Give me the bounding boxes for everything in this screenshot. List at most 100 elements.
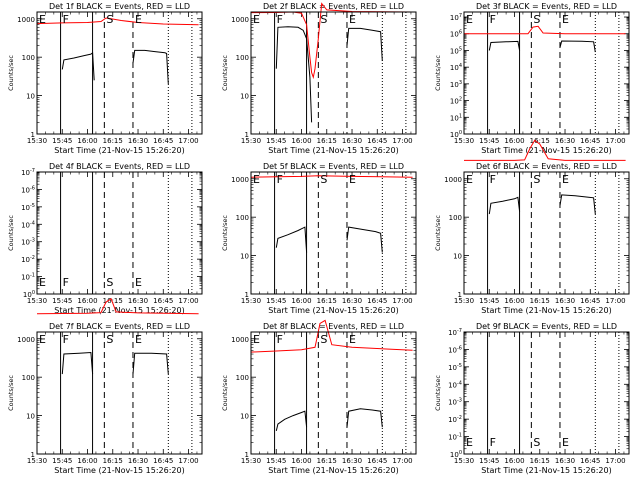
series-events [559,40,596,53]
marker-label: S [106,276,113,289]
x-tick-label: 17:00 [605,297,625,305]
x-tick-label: 15:30 [241,457,261,465]
series-events [488,40,521,51]
y-tick-label: 1000 [444,176,462,184]
y-tick-label: 1 [245,451,249,459]
x-tick-label: 16:15 [103,297,123,305]
y-tick-label: 100 [449,214,462,222]
x-axis-label: Start Time (21-Nov-15 15:26:20) [268,146,398,155]
panel-4: Det 4f BLACK = Events, RED = LLD Counts/s… [7,162,203,315]
x-tick-label: 15:30 [454,457,474,465]
x-tick-label: 17:00 [392,137,412,145]
x-tick-label: 16:30 [555,137,575,145]
y-tick-label: 1000 [231,336,249,344]
marker-label: E [562,436,569,449]
series-events [346,226,383,253]
x-axis-label: Start Time (21-Nov-15 15:26:20) [54,466,184,475]
y-tick-label: 100 [236,54,249,62]
y-tick-label: 10-5 [448,363,462,372]
marker-label: F [277,13,283,26]
x-tick-label: 17:00 [178,457,198,465]
series-lld [250,319,413,353]
x-tick-label: 16:00 [77,137,97,145]
panel-5: Det 5f BLACK = Events, RED = LLD Counts/s… [221,162,417,315]
x-tick-label: 15:30 [454,297,474,305]
x-tick-label: 16:45 [580,297,600,305]
plot-frame [36,171,203,295]
x-tick-label: 16:15 [103,137,123,145]
y-tick-label: 100 [22,374,35,382]
x-tick-label: 16:00 [77,297,97,305]
x-tick-label: 15:30 [454,137,474,145]
y-tick-label: 10 [240,93,249,101]
x-tick-label: 16:45 [367,297,387,305]
marker-label: S [320,173,327,186]
marker-label: E [562,173,569,186]
marker-label: F [277,173,283,186]
panel-6: Det 6f BLACK = Events, RED = LLD Counts/s… [434,139,630,315]
x-tick-label: 16:30 [555,297,575,305]
y-axis-label: Counts/sec [434,375,442,411]
x-tick-label: 17:00 [392,297,412,305]
marker-label: S [533,13,540,26]
panel-title: Det 8f BLACK = Events, RED = LLD [263,322,404,331]
y-axis-label: Counts/sec [7,55,15,91]
x-axis-label: Start Time (21-Nov-15 15:26:20) [481,306,611,315]
x-tick-label: 15:45 [479,297,499,305]
y-axis-label: Counts/sec [221,375,229,411]
x-tick-label: 15:30 [241,297,261,305]
y-tick-label: 10-7 [448,328,462,337]
x-tick-label: 15:30 [27,297,47,305]
y-tick-label: 1000 [17,336,35,344]
x-tick-label: 16:15 [317,297,337,305]
y-tick-label: 10 [240,413,249,421]
marker-label: S [320,333,327,346]
series-lld [250,175,413,178]
marker-label: S [320,13,327,26]
marker-label: E [39,276,46,289]
y-tick-label: 1000 [231,176,249,184]
x-tick-label: 16:30 [128,297,148,305]
y-tick-label: 10-2 [21,255,35,264]
y-tick-label: 1 [458,291,462,299]
x-axis-label: Start Time (21-Nov-15 15:26:20) [54,146,184,155]
y-tick-label: 100 [450,450,462,459]
marker-label: E [466,13,473,26]
x-tick-label: 16:15 [530,297,550,305]
marker-label: E [135,276,142,289]
x-tick-label: 16:45 [367,457,387,465]
marker-label: E [466,173,473,186]
series-events [488,196,521,215]
panel-title: Det 5f BLACK = Events, RED = LLD [263,162,404,171]
marker-label: F [277,333,283,346]
x-tick-label: 16:30 [128,457,148,465]
marker-label: E [253,173,260,186]
y-tick-label: 103 [450,80,462,89]
y-tick-label: 1 [245,131,249,139]
marker-label: E [349,13,356,26]
y-axis-label: Counts/sec [7,375,15,411]
x-tick-label: 16:45 [580,457,600,465]
x-tick-label: 15:45 [52,137,72,145]
x-tick-label: 16:00 [504,297,524,305]
x-tick-label: 15:30 [241,137,261,145]
panel-title: Det 4f BLACK = Events, RED = LLD [49,162,190,171]
x-tick-label: 16:45 [153,297,173,305]
x-axis-label: Start Time (21-Nov-15 15:26:20) [268,466,398,475]
x-tick-label: 17:00 [605,137,625,145]
marker-label: F [490,13,496,26]
y-tick-label: 10 [240,253,249,261]
y-axis-label: Counts/sec [7,215,15,251]
marker-label: E [349,173,356,186]
series-events [346,27,383,61]
x-tick-label: 17:00 [605,457,625,465]
x-tick-label: 16:15 [317,457,337,465]
series-events [346,408,383,428]
marker-label: E [39,333,46,346]
x-tick-label: 16:00 [77,457,97,465]
series-events [61,351,94,375]
x-tick-label: 15:30 [27,137,47,145]
x-tick-label: 15:45 [479,137,499,145]
y-tick-label: 105 [450,46,462,55]
series-events [275,226,308,253]
